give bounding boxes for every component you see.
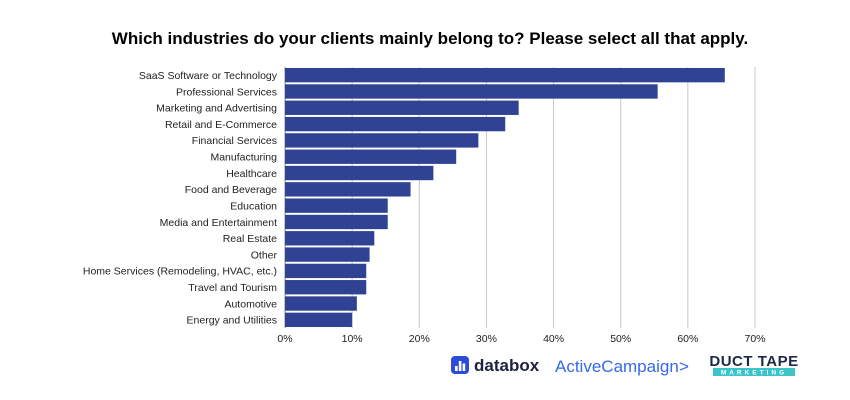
x-tick-label: 50% <box>610 333 631 345</box>
bar <box>285 198 388 213</box>
bar <box>285 312 353 328</box>
category-label: Travel and Tourism <box>188 282 277 294</box>
bar <box>285 214 388 230</box>
activecampaign-logo: ActiveCampaign > <box>555 357 689 376</box>
category-label: Education <box>230 200 277 212</box>
bar <box>285 100 519 115</box>
duct-tape-logo-text: DUCT TAPE <box>709 353 798 370</box>
bar <box>285 84 658 99</box>
category-label: Financial Services <box>192 135 277 147</box>
category-label: Marketing and Advertising <box>156 103 277 115</box>
category-label: Real Estate <box>223 233 277 245</box>
x-tick-label: 70% <box>744 333 765 345</box>
databox-logo: databox <box>451 356 540 375</box>
activecampaign-logo-text: ActiveCampaign <box>555 357 679 376</box>
databox-logo-text: databox <box>474 356 540 375</box>
category-label: Professional Services <box>176 86 277 98</box>
category-label: Energy and Utilities <box>187 315 277 327</box>
chart-bars <box>285 67 725 328</box>
category-label: Other <box>251 249 278 261</box>
x-tick-label: 60% <box>677 333 698 345</box>
category-label: Food and Beverage <box>185 184 277 196</box>
category-labels: SaaS Software or Technology Professional … <box>83 70 278 327</box>
databox-bars-icon <box>451 356 469 374</box>
bar <box>285 67 725 83</box>
bar <box>285 165 434 181</box>
bar <box>285 280 367 295</box>
x-tick-label: 40% <box>543 333 564 345</box>
duct-tape-marketing-logo: DUCT TAPE MARKETING <box>709 353 798 377</box>
x-tick-label: 10% <box>342 333 363 345</box>
bar <box>285 149 457 164</box>
category-label: Media and Entertainment <box>160 217 277 229</box>
bar <box>285 296 357 311</box>
marketing-logo-text: MARKETING <box>721 370 787 377</box>
category-label: Manufacturing <box>210 152 277 164</box>
x-tick-label: 20% <box>409 333 430 345</box>
x-tick-label: 0% <box>277 333 292 345</box>
category-label: Healthcare <box>226 168 277 180</box>
activecampaign-arrow-icon: > <box>679 357 689 376</box>
bar <box>285 116 506 132</box>
x-tick-label: 30% <box>476 333 497 345</box>
bar <box>285 133 479 148</box>
category-label: SaaS Software or Technology <box>139 70 278 82</box>
category-label: Retail and E-Commerce <box>165 119 277 131</box>
category-label: Home Services (Remodeling, HVAC, etc.) <box>83 266 277 278</box>
bar <box>285 263 367 279</box>
bar <box>285 247 370 262</box>
bar <box>285 182 411 197</box>
category-label: Automotive <box>224 298 277 310</box>
chart-title: Which industries do your clients mainly … <box>112 29 748 48</box>
x-axis-tick-labels: 0% 10% 20% 30% 40% 50% 60% 70% <box>277 333 765 345</box>
bar <box>285 231 375 246</box>
